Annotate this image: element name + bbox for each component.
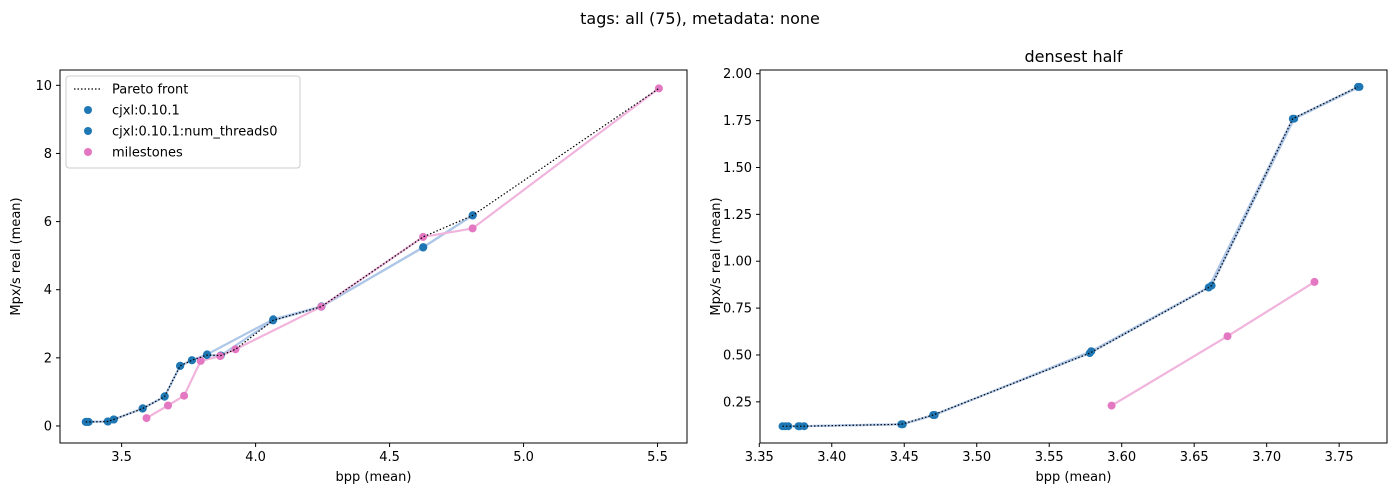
y-tick-label: 2 xyxy=(44,351,52,366)
x-axis-ticks: 3.35 3.40 3.45 3.50 3.55 3.60 3.65 3.70 3.75 xyxy=(745,443,1354,465)
legend-box xyxy=(65,75,301,169)
y-tick-label: 0.25 xyxy=(723,395,752,410)
chart-title: densest half xyxy=(1024,47,1122,66)
x-tick-label: 5.5 xyxy=(647,450,668,465)
plot-frame xyxy=(59,69,688,444)
data-point-milestones xyxy=(231,345,240,354)
y-tick-label: 1.25 xyxy=(723,208,752,223)
series-points xyxy=(778,82,1364,431)
x-tick-label: 3.75 xyxy=(1325,450,1354,465)
data-point-cjxl-0-10-1-num-threads0 xyxy=(84,417,93,426)
x-tick-label: 4.0 xyxy=(245,450,266,465)
y-tick-label: 4 xyxy=(44,283,52,298)
data-point-milestones xyxy=(317,302,326,311)
x-tick-label: 3.35 xyxy=(745,450,774,465)
y-axis-ticks: 0 2 4 6 8 10 xyxy=(35,79,60,434)
x-tick-label: 3.5 xyxy=(111,450,132,465)
data-point-milestones xyxy=(468,224,477,233)
pareto-front-line xyxy=(782,86,1359,427)
x-tick-label: 3.65 xyxy=(1180,450,1209,465)
y-tick-label: 10 xyxy=(35,79,52,94)
y-axis-label: Mpx/s real (mean) xyxy=(9,197,24,315)
y-axis-label: Mpx/s real (mean) xyxy=(709,197,724,315)
legend-label-cjxl: cjxl:0.10.1 xyxy=(112,104,180,119)
data-point-cjxl-0-10-1-num-threads0 xyxy=(781,422,790,431)
data-point-milestones xyxy=(419,232,428,241)
data-point-cjxl-0-10-1-num-threads0 xyxy=(188,356,197,365)
x-tick-label: 3.50 xyxy=(962,450,991,465)
y-tick-label: 6 xyxy=(44,215,52,230)
data-point-cjxl-0-10-1-num-threads0 xyxy=(930,411,939,419)
x-tick-label: 3.55 xyxy=(1035,450,1064,465)
y-axis-ticks: 0.25 0.50 0.75 1.00 1.25 1.50 1.75 2.00 xyxy=(723,67,760,410)
chart-all-points: 3.5 4.0 4.5 5.0 5.5 0 2 4 6 8 10 bpp (mean) Mpx/s… xyxy=(9,69,688,485)
y-tick-label: 0.50 xyxy=(723,348,752,363)
data-point-milestones xyxy=(180,391,189,400)
data-point-milestones xyxy=(1107,401,1116,410)
y-tick-label: 1.50 xyxy=(723,161,752,176)
data-point-milestones xyxy=(164,401,172,410)
data-point-cjxl-0-10-1-num-threads0 xyxy=(269,315,278,324)
legend-marker-cjxl xyxy=(84,106,92,114)
x-tick-label: 5.0 xyxy=(513,450,534,465)
plot-frame xyxy=(759,69,1388,444)
x-tick-label: 3.45 xyxy=(890,450,919,465)
pareto-front-line xyxy=(85,87,660,423)
y-tick-label: 8 xyxy=(44,147,52,162)
data-point-cjxl-0-10-1-num-threads0 xyxy=(1290,114,1299,123)
x-tick-label: 3.60 xyxy=(1107,450,1136,465)
y-tick-label: 1.75 xyxy=(723,114,752,129)
legend-marker-milestones xyxy=(84,148,92,156)
data-point-milestones xyxy=(196,356,205,365)
legend: Pareto front cjxl:0.10.1 cjxl:0.10.1:num… xyxy=(65,75,301,169)
legend-label-cjxl-threads: cjxl:0.10.1:num_threads0 xyxy=(112,125,277,140)
data-point-cjxl-0-10-1-num-threads0 xyxy=(1355,82,1364,91)
data-point-cjxl-0-10-1-num-threads0 xyxy=(795,422,804,431)
data-point-milestones xyxy=(1223,332,1232,341)
chart-densest-half: 3.35 3.40 3.45 3.50 3.55 3.60 3.65 3.70 3.75 0.2… xyxy=(709,47,1388,485)
data-point-milestones xyxy=(216,352,225,361)
y-tick-label: 1.00 xyxy=(723,255,752,270)
data-point-milestones xyxy=(654,84,663,93)
y-tick-label: 0 xyxy=(44,419,52,434)
data-point-milestones xyxy=(142,414,151,423)
legend-label-milestones: milestones xyxy=(112,146,183,161)
y-tick-label: 2.00 xyxy=(723,67,752,82)
series-points xyxy=(81,84,663,426)
x-tick-label: 3.40 xyxy=(817,450,846,465)
data-point-cjxl-0-10-1-num-threads0 xyxy=(203,350,212,359)
y-tick-label: 0.75 xyxy=(723,302,752,317)
data-point-milestones xyxy=(1310,277,1319,286)
data-point-cjxl-0-10-1-num-threads0 xyxy=(176,361,185,370)
legend-marker-cjxl-threads xyxy=(84,127,92,135)
figure-suptitle: tags: all (75), metadata: none xyxy=(580,9,820,28)
x-axis-ticks: 3.5 4.0 4.5 5.0 5.5 xyxy=(111,443,668,465)
legend-label-pareto: Pareto front xyxy=(112,83,188,98)
series-line-cjxl-0-10-1-num-threads0 xyxy=(785,85,1360,428)
x-axis-label: bpp (mean) xyxy=(336,470,412,485)
x-tick-label: 3.70 xyxy=(1252,450,1281,465)
x-axis-label: bpp (mean) xyxy=(1036,470,1112,485)
data-point-cjxl-0-10-1-num-threads0 xyxy=(419,243,428,252)
x-tick-label: 4.5 xyxy=(379,450,400,465)
